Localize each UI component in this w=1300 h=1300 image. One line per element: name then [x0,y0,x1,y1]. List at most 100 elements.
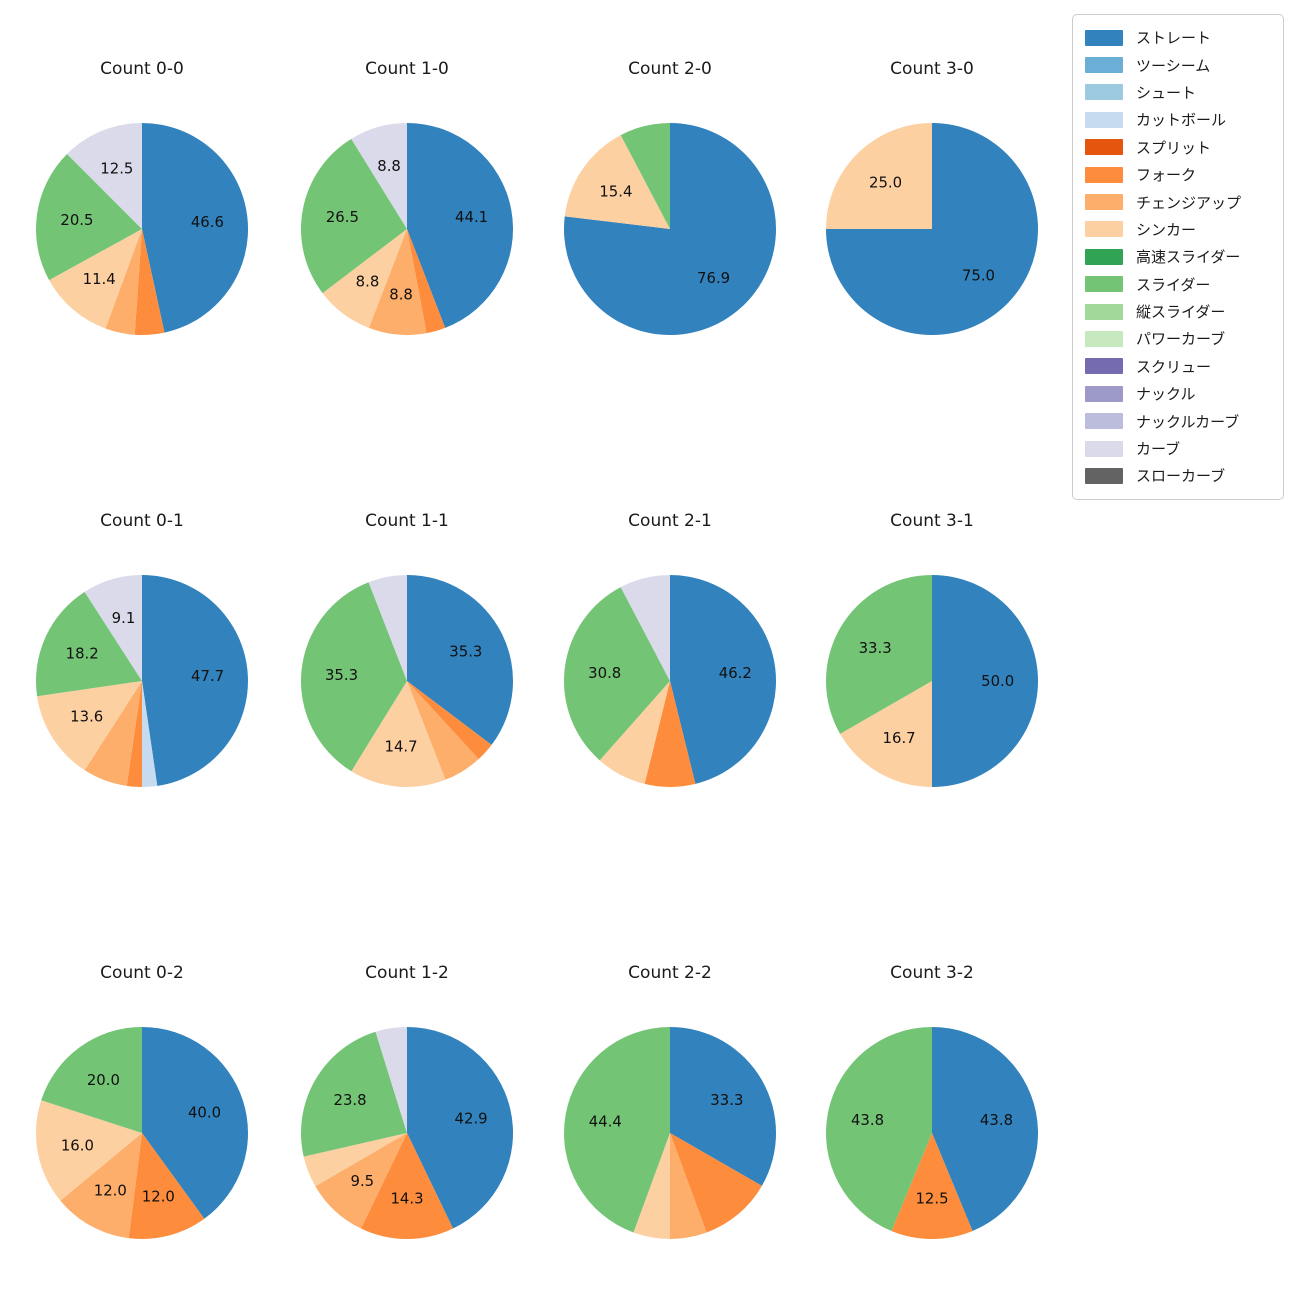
pie-slice-ストレート [142,1026,248,1219]
pie-percentage-label: 35.3 [449,643,482,661]
pie-percentage-label: 30.8 [588,664,621,682]
pie-slice-フォーク [670,1133,762,1233]
pie: 33.3 44.4 [563,1026,777,1240]
pie-chart-count-2-1: Count 2-1 46.2 30.8 [540,504,800,788]
pie-percentage-label: 44.4 [589,1113,622,1131]
legend-label: ナックル [1136,385,1196,404]
legend-item: ツーシーム [1083,51,1273,78]
pie: 35.3 14.7 35.3 [300,574,514,788]
pie-slice-シンカー [564,135,670,229]
pie-percentage-label: 35.3 [325,666,358,684]
legend-swatch [1085,303,1123,320]
pie-slice-スライダー [825,574,932,734]
legend-swatch [1085,467,1123,484]
pie-chart-count-3-0: Count 3-0 75.0 25.0 [802,52,1062,336]
pie-slice-カーブ [67,122,142,229]
pie-slice-ストレート [142,574,248,786]
legend-item: シンカー [1083,216,1273,243]
legend-label: カーブ [1136,440,1181,459]
pie-slice-カーブ [368,574,407,681]
legend-swatch [1085,111,1123,128]
pie-slice-シンカー [351,681,446,788]
pie-slice-スライダー [35,154,142,281]
pie-slice-フォーク [644,681,696,788]
pie-percentage-label: 16.7 [883,729,916,747]
pie-percentage-label: 46.6 [191,213,224,231]
pie-slice-ストレート [932,1026,1039,1231]
pie-slice-フォーク [134,229,165,336]
pie-slice-シンカー [37,681,142,771]
legend-item: パワーカーブ [1083,325,1273,352]
pie-slice-ストレート [407,574,514,745]
pie-percentage-label: 25.0 [869,174,902,192]
chart-title: Count 2-0 [628,59,712,79]
pie-percentage-label: 8.8 [389,285,413,303]
legend-item: スライダー [1083,271,1273,298]
pie-slice-シンカー [322,229,407,328]
legend-label: 縦スライダー [1136,303,1226,322]
pie-slice-シンカー [49,229,142,329]
pie-chart-count-0-0: Count 0-0 46.6 11.4 20.5 12.5 [12,52,272,336]
pie-percentage-label: 26.5 [326,208,359,226]
pie-percentage-label: 46.2 [719,664,752,682]
pie: 75.0 25.0 [825,122,1039,336]
legend-item: ナックルカーブ [1083,407,1273,434]
pie-slice-スライダー [35,591,142,697]
pie-slice-シンカー [840,681,932,788]
chart-title: Count 3-1 [890,511,974,531]
legend-item: カットボール [1083,106,1273,133]
pie-percentage-label: 18.2 [66,645,99,663]
legend-swatch [1085,221,1123,238]
pie-slice-スライダー [300,582,407,772]
legend-swatch [1085,276,1123,293]
pie-slice-チェンジアップ [670,1133,707,1240]
pie-chart-count-1-0: Count 1-0 44.1 8.8 8.8 26.5 8.8 [277,52,537,336]
pie-percentage-label: 75.0 [962,266,995,284]
pie-percentage-label: 76.9 [697,269,730,287]
pie: 43.8 12.5 43.8 [825,1026,1039,1240]
chart-title: Count 2-2 [628,963,712,983]
pie-slice-シンカー [633,1133,670,1240]
pie-slice-チェンジアップ [368,229,427,336]
pie-chart-count-3-1: Count 3-1 50.0 16.7 33.3 [802,504,1062,788]
chart-title: Count 1-2 [365,963,449,983]
legend-item: 縦スライダー [1083,298,1273,325]
pie-slice-スライダー [41,1026,142,1133]
legend: ストレート ツーシーム シュート カットボール スプリット フォーク チェンジアップ シンカー… [1072,14,1284,500]
pie: 50.0 16.7 33.3 [825,574,1039,788]
pie-slice-フォーク [407,681,492,760]
legend-swatch [1085,84,1123,101]
pie-percentage-label: 13.6 [70,708,103,726]
legend-item: スプリット [1083,134,1273,161]
pie-percentage-label: 33.3 [859,639,892,657]
pie-percentage-label: 12.5 [915,1190,948,1208]
pie-slice-フォーク [407,229,446,334]
pie-percentage-label: 43.8 [980,1111,1013,1129]
legend-swatch [1085,385,1123,402]
legend-swatch [1085,358,1123,375]
legend-label: シュート [1136,83,1197,102]
pie-percentage-label: 12.0 [142,1188,175,1206]
legend-swatch [1085,248,1123,265]
chart-title: Count 2-1 [628,511,712,531]
chart-title: Count 0-2 [100,963,184,983]
pie-slice-カーブ [84,574,142,681]
pie: 46.2 30.8 [563,574,777,788]
pie-percentage-label: 8.8 [356,273,380,291]
pie-slice-チェンジアップ [315,1133,407,1229]
pie-chart-count-0-1: Count 0-1 47.7 13.6 18.2 9.1 [12,504,272,788]
legend-swatch [1085,440,1123,457]
pie-slice-ストレート [670,574,777,784]
legend-label: スライダー [1136,275,1211,294]
legend-swatch [1085,139,1123,156]
pie-slice-カーブ [375,1026,407,1133]
pie-percentage-label: 44.1 [455,208,488,226]
pie-slice-スライダー [300,138,407,294]
legend-label: ナックルカーブ [1136,412,1240,431]
pie-percentage-label: 20.0 [87,1071,120,1089]
pie-slice-ストレート [407,122,514,328]
legend-list: ストレート ツーシーム シュート カットボール スプリット フォーク チェンジアップ シンカー… [1083,24,1273,490]
legend-swatch [1085,29,1123,46]
legend-item: 高速スライダー [1083,243,1273,270]
